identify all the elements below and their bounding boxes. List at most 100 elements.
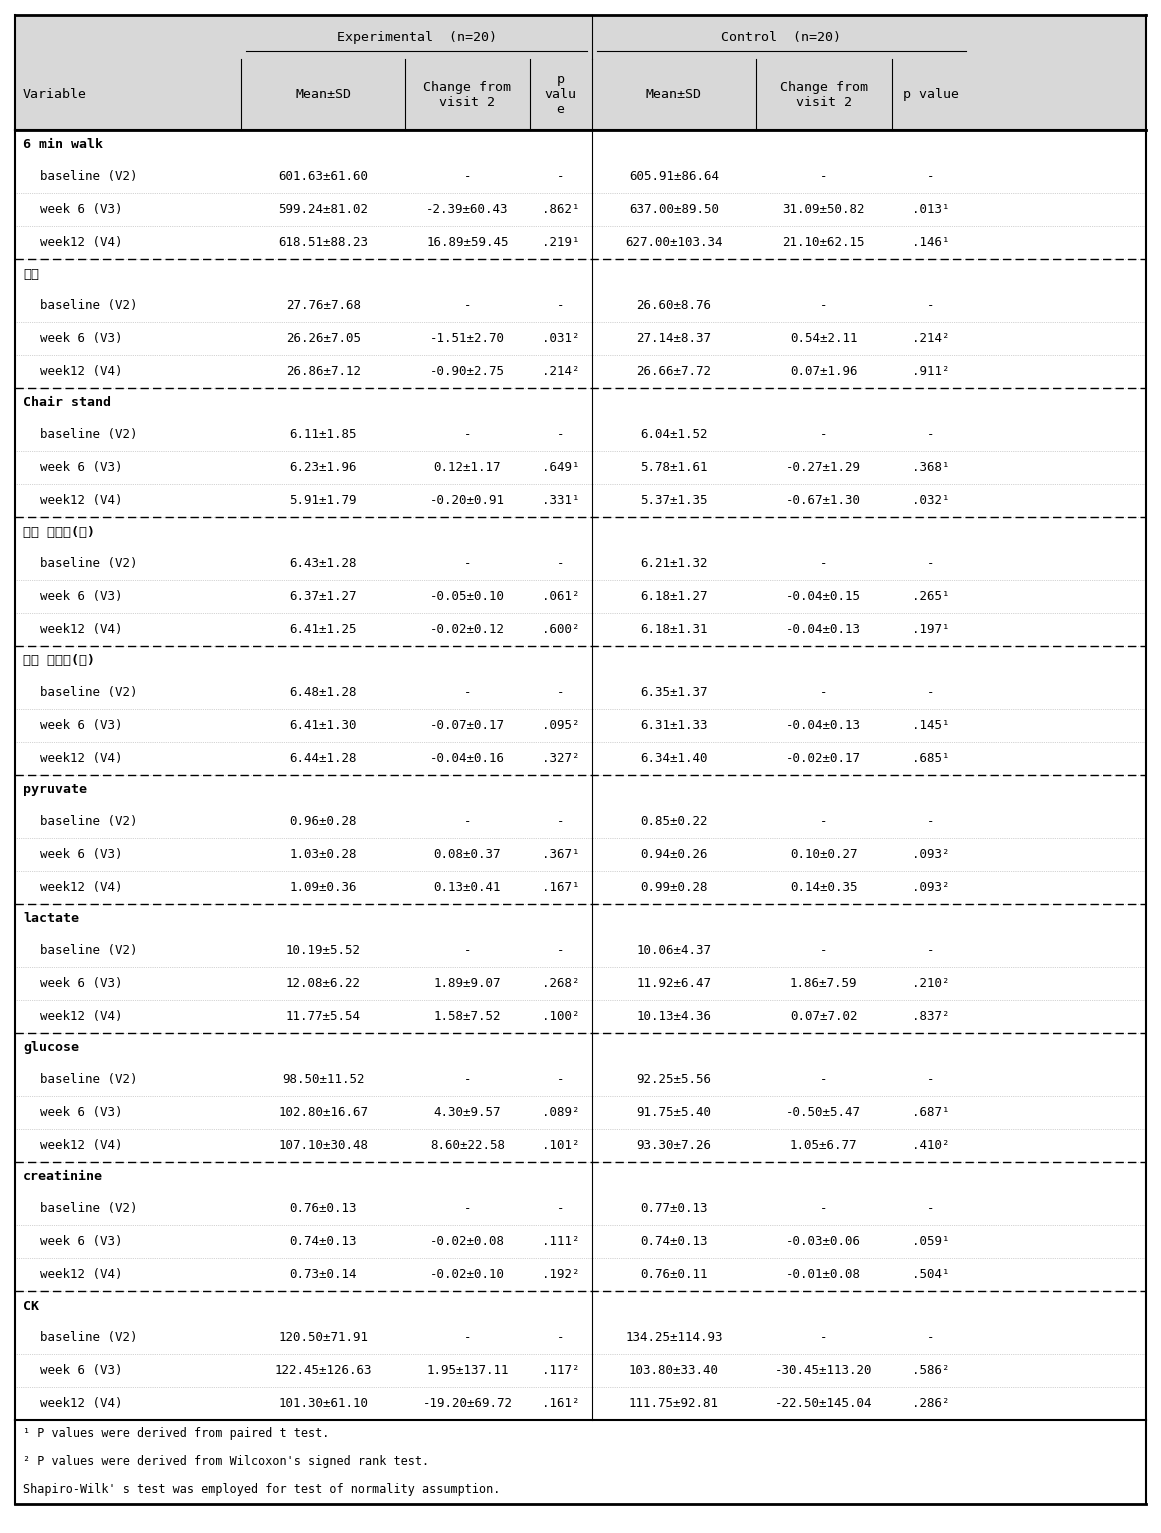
Bar bbox=[15, 193, 1146, 225]
Text: -: - bbox=[557, 816, 564, 828]
Text: 103.80±33.40: 103.80±33.40 bbox=[629, 1364, 719, 1377]
Text: week12 (V4): week12 (V4) bbox=[26, 1010, 123, 1023]
Text: Variable: Variable bbox=[23, 87, 87, 101]
Text: 0.07±7.02: 0.07±7.02 bbox=[789, 1010, 858, 1023]
Text: 10.06±4.37: 10.06±4.37 bbox=[636, 944, 712, 957]
Text: .265¹: .265¹ bbox=[913, 590, 950, 602]
Bar bbox=[15, 159, 1146, 193]
Text: baseline (V2): baseline (V2) bbox=[26, 816, 137, 828]
Text: -0.02±0.12: -0.02±0.12 bbox=[430, 622, 505, 636]
Bar bbox=[15, 290, 1146, 322]
Text: 10.13±4.36: 10.13±4.36 bbox=[636, 1010, 712, 1023]
Text: 0.74±0.13: 0.74±0.13 bbox=[640, 1236, 707, 1248]
Text: 31.09±50.82: 31.09±50.82 bbox=[783, 202, 865, 216]
Bar bbox=[15, 225, 1146, 259]
Text: Mean±SD: Mean±SD bbox=[295, 87, 351, 101]
Text: 618.51±88.23: 618.51±88.23 bbox=[279, 236, 368, 248]
Text: -: - bbox=[928, 299, 935, 313]
Text: 0.74±0.13: 0.74±0.13 bbox=[289, 1236, 356, 1248]
Bar bbox=[15, 742, 1146, 776]
Bar bbox=[15, 839, 1146, 871]
Text: -: - bbox=[557, 1331, 564, 1344]
Text: 0.96±0.28: 0.96±0.28 bbox=[289, 816, 356, 828]
Text: -: - bbox=[928, 1331, 935, 1344]
Text: .367¹: .367¹ bbox=[542, 848, 579, 862]
Text: Change from
visit 2: Change from visit 2 bbox=[424, 81, 511, 109]
Text: -0.04±0.15: -0.04±0.15 bbox=[786, 590, 861, 602]
Text: 92.25±5.56: 92.25±5.56 bbox=[636, 1073, 712, 1085]
Text: .059¹: .059¹ bbox=[913, 1236, 950, 1248]
Bar bbox=[15, 1033, 1146, 1062]
Text: 1.58±7.52: 1.58±7.52 bbox=[434, 1010, 502, 1023]
Text: Control  (n=20): Control (n=20) bbox=[721, 31, 842, 43]
Text: 605.91±86.64: 605.91±86.64 bbox=[629, 170, 719, 182]
Text: baseline (V2): baseline (V2) bbox=[26, 1073, 137, 1085]
Text: 1.05±6.77: 1.05±6.77 bbox=[789, 1139, 858, 1151]
Bar bbox=[15, 58, 1146, 130]
Bar bbox=[15, 1128, 1146, 1162]
Text: 599.24±81.02: 599.24±81.02 bbox=[279, 202, 368, 216]
Text: -: - bbox=[463, 944, 471, 957]
Text: lactate: lactate bbox=[23, 912, 79, 926]
Text: 102.80±16.67: 102.80±16.67 bbox=[279, 1105, 368, 1119]
Text: ¹ P values were derived from paired t test.: ¹ P values were derived from paired t te… bbox=[23, 1427, 330, 1441]
Text: 26.66±7.72: 26.66±7.72 bbox=[636, 365, 712, 379]
Bar bbox=[15, 1162, 1146, 1193]
Text: -: - bbox=[463, 1073, 471, 1085]
Text: 6.23±1.96: 6.23±1.96 bbox=[289, 461, 356, 474]
Text: 16.89±59.45: 16.89±59.45 bbox=[426, 236, 509, 248]
Text: .219¹: .219¹ bbox=[542, 236, 579, 248]
Text: baseline (V2): baseline (V2) bbox=[26, 1202, 137, 1216]
Text: 27.76±7.68: 27.76±7.68 bbox=[286, 299, 361, 313]
Bar bbox=[15, 419, 1146, 451]
Bar bbox=[15, 130, 1146, 159]
Text: -22.50±145.04: -22.50±145.04 bbox=[774, 1397, 872, 1410]
Text: -1.51±2.70: -1.51±2.70 bbox=[430, 333, 505, 345]
Text: 악력: 악력 bbox=[23, 267, 39, 281]
Bar bbox=[15, 1193, 1146, 1225]
Bar bbox=[15, 645, 1146, 676]
Text: 26.26±7.05: 26.26±7.05 bbox=[286, 333, 361, 345]
Bar bbox=[15, 356, 1146, 388]
Text: -: - bbox=[820, 170, 828, 182]
Text: .061²: .061² bbox=[542, 590, 579, 602]
Text: 134.25±114.93: 134.25±114.93 bbox=[625, 1331, 722, 1344]
Text: -: - bbox=[820, 816, 828, 828]
Text: p
valu
e: p valu e bbox=[545, 74, 577, 117]
Text: -: - bbox=[820, 1073, 828, 1085]
Text: 0.13±0.41: 0.13±0.41 bbox=[434, 881, 502, 894]
Text: 21.10±62.15: 21.10±62.15 bbox=[783, 236, 865, 248]
Text: week 6 (V3): week 6 (V3) bbox=[26, 1364, 123, 1377]
Text: .862¹: .862¹ bbox=[542, 202, 579, 216]
Text: Chair stand: Chair stand bbox=[23, 397, 111, 409]
Text: -19.20±69.72: -19.20±69.72 bbox=[423, 1397, 512, 1410]
Text: .093²: .093² bbox=[913, 881, 950, 894]
Bar bbox=[15, 388, 1146, 419]
Text: -: - bbox=[557, 685, 564, 699]
Text: 6.18±1.27: 6.18±1.27 bbox=[640, 590, 707, 602]
Text: -0.04±0.16: -0.04±0.16 bbox=[430, 753, 505, 765]
Text: .687¹: .687¹ bbox=[913, 1105, 950, 1119]
Text: week 6 (V3): week 6 (V3) bbox=[26, 1105, 123, 1119]
Text: week12 (V4): week12 (V4) bbox=[26, 1268, 123, 1282]
Text: .146¹: .146¹ bbox=[913, 236, 950, 248]
Text: -: - bbox=[928, 816, 935, 828]
Text: 6.41±1.30: 6.41±1.30 bbox=[289, 719, 356, 731]
Bar bbox=[15, 484, 1146, 517]
Bar bbox=[15, 517, 1146, 547]
Text: 6.48±1.28: 6.48±1.28 bbox=[289, 685, 356, 699]
Text: baseline (V2): baseline (V2) bbox=[26, 685, 137, 699]
Bar bbox=[15, 904, 1146, 934]
Text: 6.21±1.32: 6.21±1.32 bbox=[640, 556, 707, 570]
Text: 0.85±0.22: 0.85±0.22 bbox=[640, 816, 707, 828]
Text: -: - bbox=[463, 428, 471, 442]
Text: -0.50±5.47: -0.50±5.47 bbox=[786, 1105, 861, 1119]
Text: 10.19±5.52: 10.19±5.52 bbox=[286, 944, 361, 957]
Text: -0.20±0.91: -0.20±0.91 bbox=[430, 494, 505, 507]
Text: baseline (V2): baseline (V2) bbox=[26, 170, 137, 182]
Bar bbox=[15, 805, 1146, 839]
Text: 601.63±61.60: 601.63±61.60 bbox=[279, 170, 368, 182]
Bar bbox=[15, 1096, 1146, 1128]
Text: 0.73±0.14: 0.73±0.14 bbox=[289, 1268, 356, 1282]
Text: .410²: .410² bbox=[913, 1139, 950, 1151]
